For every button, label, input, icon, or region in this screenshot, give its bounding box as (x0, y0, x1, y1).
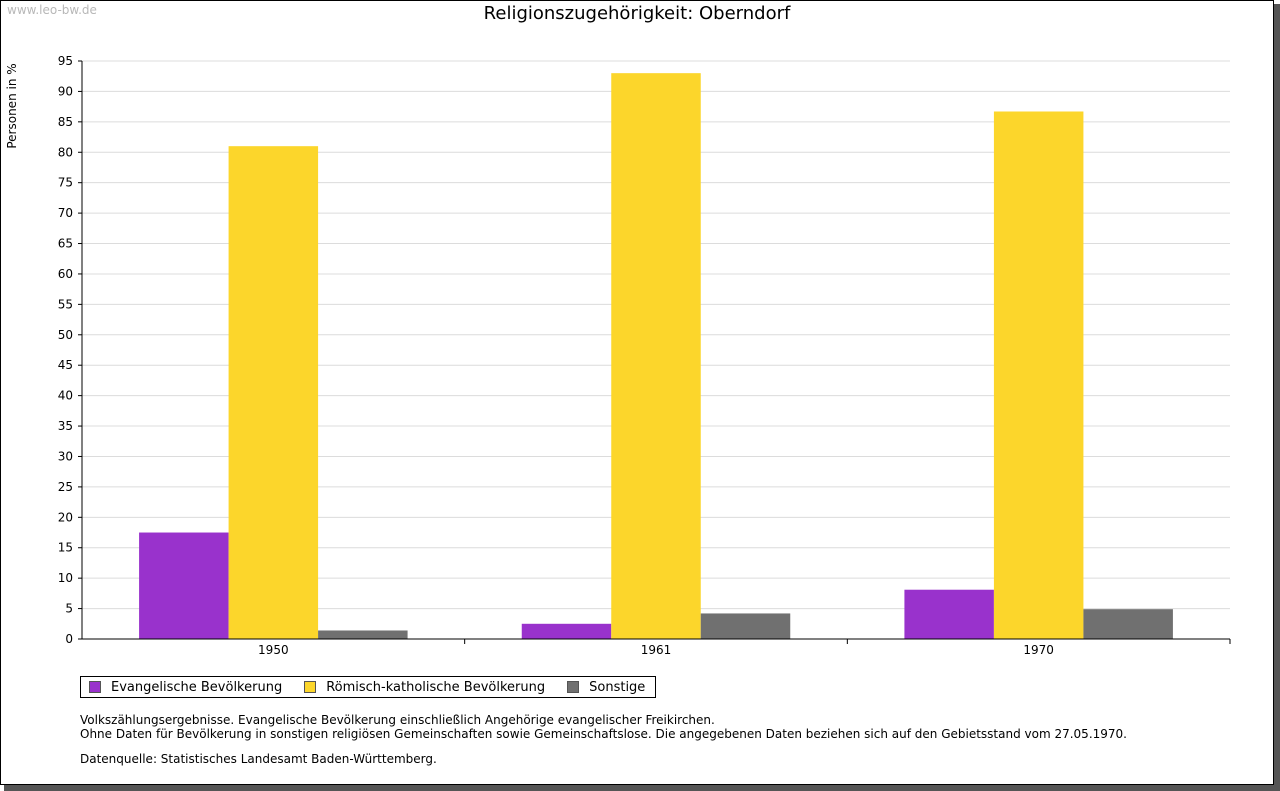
y-tick-label: 20 (58, 510, 73, 524)
x-tick-label: 1970 (1023, 643, 1054, 657)
y-tick-label: 5 (65, 602, 73, 616)
bar-evangelische-bev-lkerung-1950 (139, 532, 229, 639)
y-tick-label: 70 (58, 206, 73, 220)
frame-shadow-bottom (4, 785, 1280, 791)
note-line-2: Ohne Daten für Bevölkerung in sonstigen … (80, 727, 1127, 741)
chart-title: Religionszugehörigkeit: Oberndorf (483, 3, 791, 24)
legend-swatch (567, 681, 580, 693)
legend-label: Römisch-katholische Bevölkerung (326, 679, 546, 695)
y-axis-label: Personen in % (5, 63, 19, 148)
y-tick-label: 80 (58, 145, 73, 159)
y-tick-label: 60 (58, 267, 73, 281)
y-tick-label: 15 (58, 541, 73, 555)
y-tick-label: 40 (58, 389, 73, 403)
bar-evangelische-bev-lkerung-1961 (521, 623, 612, 639)
y-tick-label: 10 (58, 571, 73, 585)
legend-label: Evangelische Bevölkerung (111, 679, 283, 695)
x-tick-label: 1961 (641, 643, 672, 657)
y-tick-label: 95 (58, 54, 73, 68)
y-tick-label: 85 (58, 115, 73, 129)
frame-shadow-right (1274, 4, 1280, 791)
legend-swatch (304, 681, 317, 693)
legend-item: Evangelische Bevölkerung (89, 680, 282, 695)
bar-sonstige-1950 (318, 630, 408, 639)
bar-sonstige-1961 (700, 613, 791, 639)
y-tick-label: 55 (58, 297, 73, 311)
y-tick-label: 90 (58, 84, 73, 98)
x-tick-label: 1950 (258, 643, 289, 657)
data-source: Datenquelle: Statistisches Landesamt Bad… (80, 752, 437, 766)
y-tick-label: 65 (58, 237, 73, 251)
bar-r-misch-katholische-bev-lkerung-1950 (228, 146, 319, 639)
note-line-1: Volkszählungsergebnisse. Evangelische Be… (80, 713, 715, 727)
bar-chart: 0 5 10 15 20 25 30 35 40 45 50 55 60 65 70 75 80 85 90 95 Pe… (5, 54, 1231, 657)
legend-item: Sonstige (567, 680, 645, 695)
watermark: www.leo-bw.de (7, 3, 97, 17)
y-tick-label: 45 (58, 358, 73, 372)
y-tick-label: 35 (58, 419, 73, 433)
y-tick-label: 0 (65, 632, 73, 646)
legend-swatch (89, 681, 101, 693)
y-tick-label: 50 (58, 328, 73, 342)
bar-sonstige-1970 (1083, 609, 1173, 639)
y-tick-label: 30 (58, 449, 73, 463)
legend-label: Sonstige (589, 679, 646, 695)
bar-r-misch-katholische-bev-lkerung-1970 (993, 111, 1084, 639)
y-tick-label: 25 (58, 480, 73, 494)
bar-evangelische-bev-lkerung-1970 (904, 589, 994, 639)
legend-item: Römisch-katholische Bevölkerung (304, 680, 545, 695)
bar-r-misch-katholische-bev-lkerung-1961 (611, 73, 701, 640)
chart-notes: Volkszählungsergebnisse. Evangelische Be… (80, 713, 1127, 741)
chart-legend: Evangelische Bevölkerung Römisch-katholis… (80, 676, 657, 698)
y-tick-label: 75 (58, 176, 73, 190)
